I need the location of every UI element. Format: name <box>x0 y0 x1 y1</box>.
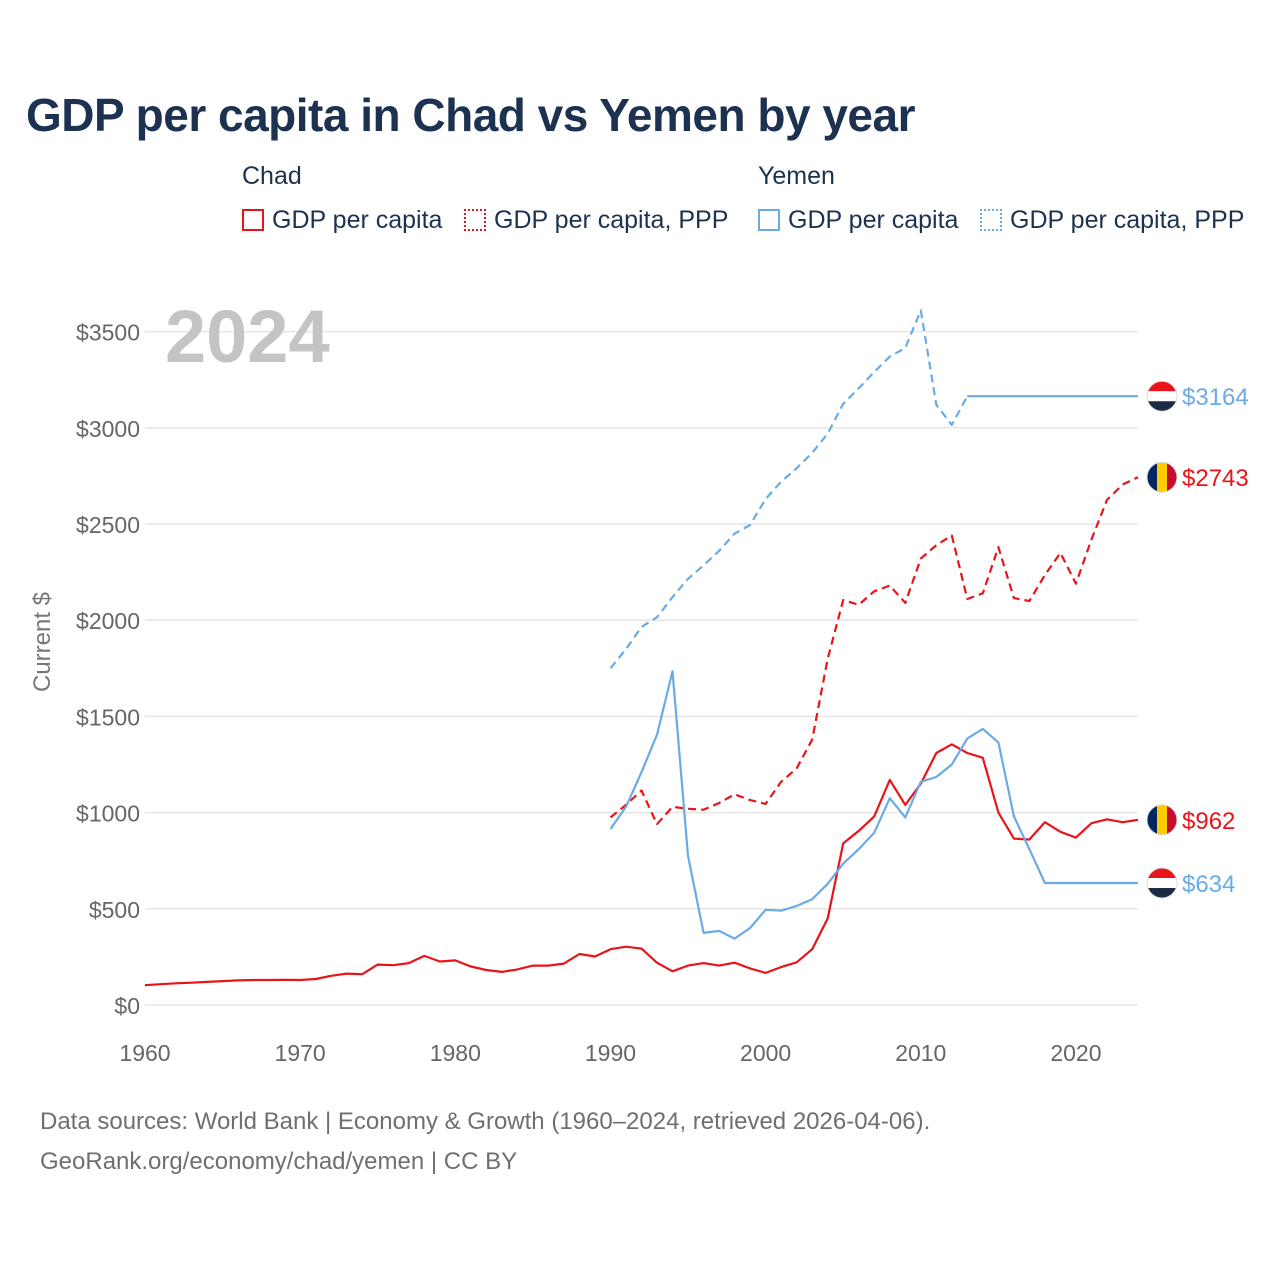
y-axis-label: Current $ <box>29 592 56 692</box>
legend-group-yemen: Yemen <box>758 162 835 190</box>
flag-outline <box>1146 867 1178 899</box>
legend-item-yemen-gdp-ppp[interactable]: GDP per capita, PPP <box>980 204 1244 236</box>
source-line-1: Data sources: World Bank | Economy & Gro… <box>40 1108 931 1135</box>
legend-label: GDP per capita <box>788 205 959 234</box>
source-line-2[interactable]: GeoRank.org/economy/chad/yemen | CC BY <box>40 1148 518 1175</box>
series-line-yemen-gdp-per-capita <box>609 670 1138 940</box>
end-label: $962 <box>1146 804 1235 836</box>
y-tick-label: $3500 <box>76 320 140 346</box>
end-value-label: $2743 <box>1182 465 1249 492</box>
year-watermark: 2024 <box>165 295 330 378</box>
legend-swatch-solid <box>758 209 780 231</box>
x-tick-label: 1980 <box>430 1040 481 1066</box>
legend-label: GDP per capita, PPP <box>494 205 729 234</box>
y-tick-label: $2000 <box>76 608 140 634</box>
legend-swatch-solid <box>242 209 264 231</box>
grid-layer <box>145 330 1138 1006</box>
yemen-flag-icon <box>1147 868 1177 899</box>
flag-outline <box>1146 461 1178 493</box>
x-tick-label: 1970 <box>275 1040 326 1066</box>
chad-flag-icon <box>1147 462 1177 493</box>
x-tick-label: 2010 <box>895 1040 946 1066</box>
chad-flag-icon <box>1147 804 1177 835</box>
y-tick-label: $3000 <box>76 416 140 442</box>
legend-swatch-dotted <box>980 209 1002 231</box>
y-tick-label: $1000 <box>76 801 140 827</box>
end-label: $2743 <box>1146 461 1249 493</box>
end-label: $3164 <box>1146 380 1249 412</box>
legend-swatch-dotted <box>464 209 486 231</box>
legend-label: GDP per capita, PPP <box>1010 205 1245 234</box>
flag-outline <box>1146 380 1178 412</box>
end-label: $634 <box>1146 867 1235 899</box>
x-tick-label: 1990 <box>585 1040 636 1066</box>
end-value-label: $634 <box>1182 871 1235 898</box>
series-line-chad-gdp-per-capita <box>144 743 1139 987</box>
series-layer <box>144 309 1139 987</box>
axis-layer: $0 $500 $1000 $1500 $2000 $2500 $3000 $3500 1960… <box>76 320 1101 1066</box>
legend-item-chad-gdp-ppp[interactable]: GDP per capita, PPP <box>464 204 728 236</box>
x-tick-label: 2000 <box>740 1040 791 1066</box>
series-line-chad-gdp-per-capita-ppp <box>609 476 1139 826</box>
legend-item-yemen-gdp[interactable]: GDP per capita <box>758 204 958 236</box>
y-tick-label: $1500 <box>76 704 140 730</box>
yemen-flag-icon <box>1147 381 1177 412</box>
series-line-yemen-gdp-per-capita-ppp <box>609 309 969 669</box>
flag-outline <box>1146 804 1178 836</box>
legend-group-chad: Chad <box>242 162 302 190</box>
end-value-label: $3164 <box>1182 384 1249 411</box>
x-tick-label: 2020 <box>1050 1040 1101 1066</box>
x-tick-label: 1960 <box>119 1040 170 1066</box>
end-label-layer: $3164 $2743 $962 $634 <box>1146 380 1249 899</box>
legend-item-chad-gdp[interactable]: GDP per capita <box>242 204 442 236</box>
page-title: GDP per capita in Chad vs Yemen by year <box>26 89 915 141</box>
legend-label: GDP per capita <box>272 205 443 234</box>
y-tick-label: $500 <box>89 897 140 923</box>
y-tick-label: $2500 <box>76 512 140 538</box>
end-value-label: $962 <box>1182 808 1235 835</box>
y-tick-label: $0 <box>114 993 140 1019</box>
